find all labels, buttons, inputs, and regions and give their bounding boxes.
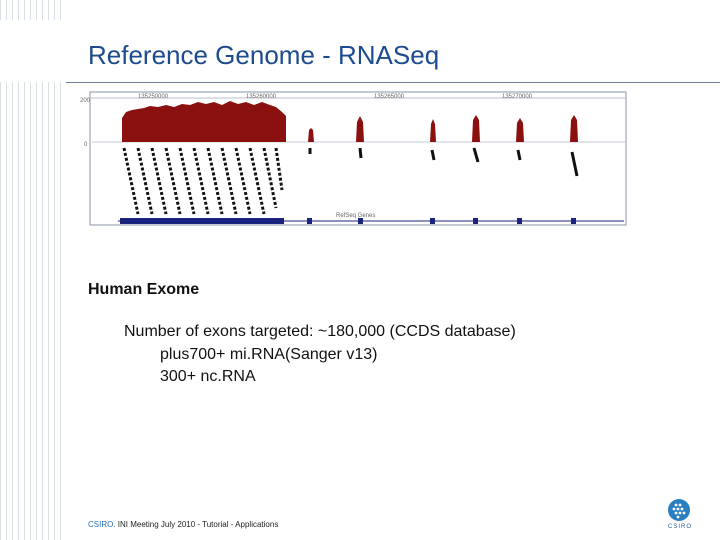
coverage-peak <box>308 128 314 142</box>
footer: CSIRO. INI Meeting July 2010 - Tutorial … <box>88 520 278 529</box>
body-line: 300+ nc.RNA <box>160 368 256 385</box>
coverage-peak <box>430 119 436 142</box>
title-band <box>0 20 720 82</box>
read-alignment <box>192 147 210 215</box>
coverage-peak-main <box>122 101 286 142</box>
coverage-peak <box>472 115 480 142</box>
gene-exon <box>571 218 576 224</box>
x-tick-label: 135265000 <box>374 94 405 100</box>
read-alignment <box>178 147 196 215</box>
read-alignment <box>262 147 278 209</box>
read-fragment <box>430 149 436 161</box>
y-tick-label: 0 <box>84 142 88 148</box>
x-tick-label: 135260000 <box>246 94 277 100</box>
section-heading: Human Exome <box>88 281 200 298</box>
slide-title: Reference Genome - RNASeq <box>88 40 440 70</box>
read-alignments <box>122 147 284 215</box>
read-alignment <box>164 147 182 215</box>
track-label: RefSeq Genes <box>336 213 375 219</box>
y-tick-label: 200 <box>80 98 91 104</box>
read-fragment <box>472 147 480 163</box>
body-line: Number of exons targeted: ~180,000 (CCDS… <box>124 323 516 340</box>
gene-exons <box>120 218 576 224</box>
gene-exon <box>430 218 435 224</box>
footer-brand: CSIRO. <box>88 520 116 529</box>
read-fragment <box>516 149 522 161</box>
gene-exon <box>517 218 522 224</box>
title-divider <box>66 82 720 83</box>
x-tick-label: 135270000 <box>502 94 533 100</box>
read-alignment <box>274 147 284 191</box>
gene-exon <box>358 218 363 224</box>
read-alignment <box>122 147 140 215</box>
rnaseq-coverage-figure: 200 0 135250000 135260000 135265000 1352… <box>80 91 627 226</box>
body-line: plus700+ mi.RNA(Sanger v13) <box>160 346 378 363</box>
coverage-peak <box>516 118 524 142</box>
read-alignment <box>220 147 238 215</box>
read-alignment <box>206 147 224 215</box>
coverage-peak <box>570 115 578 142</box>
read-fragment <box>358 147 363 159</box>
read-alignment <box>136 147 154 215</box>
read-alignment <box>234 147 252 215</box>
csiro-logo-icon <box>668 499 690 521</box>
coverage-track <box>122 101 578 142</box>
gene-exon <box>120 218 284 224</box>
gene-exon <box>473 218 478 224</box>
coverage-peak <box>356 116 364 142</box>
read-fragments <box>308 147 579 177</box>
read-alignment <box>150 147 168 215</box>
x-tick-label: 135250000 <box>138 94 169 100</box>
read-alignment <box>248 147 266 215</box>
gene-exon <box>307 218 312 224</box>
logo-text: CSIRO <box>668 524 693 530</box>
read-fragment <box>570 151 579 177</box>
footer-text: INI Meeting July 2010 - Tutorial - Appli… <box>117 520 279 529</box>
decorative-stripes <box>0 0 66 540</box>
